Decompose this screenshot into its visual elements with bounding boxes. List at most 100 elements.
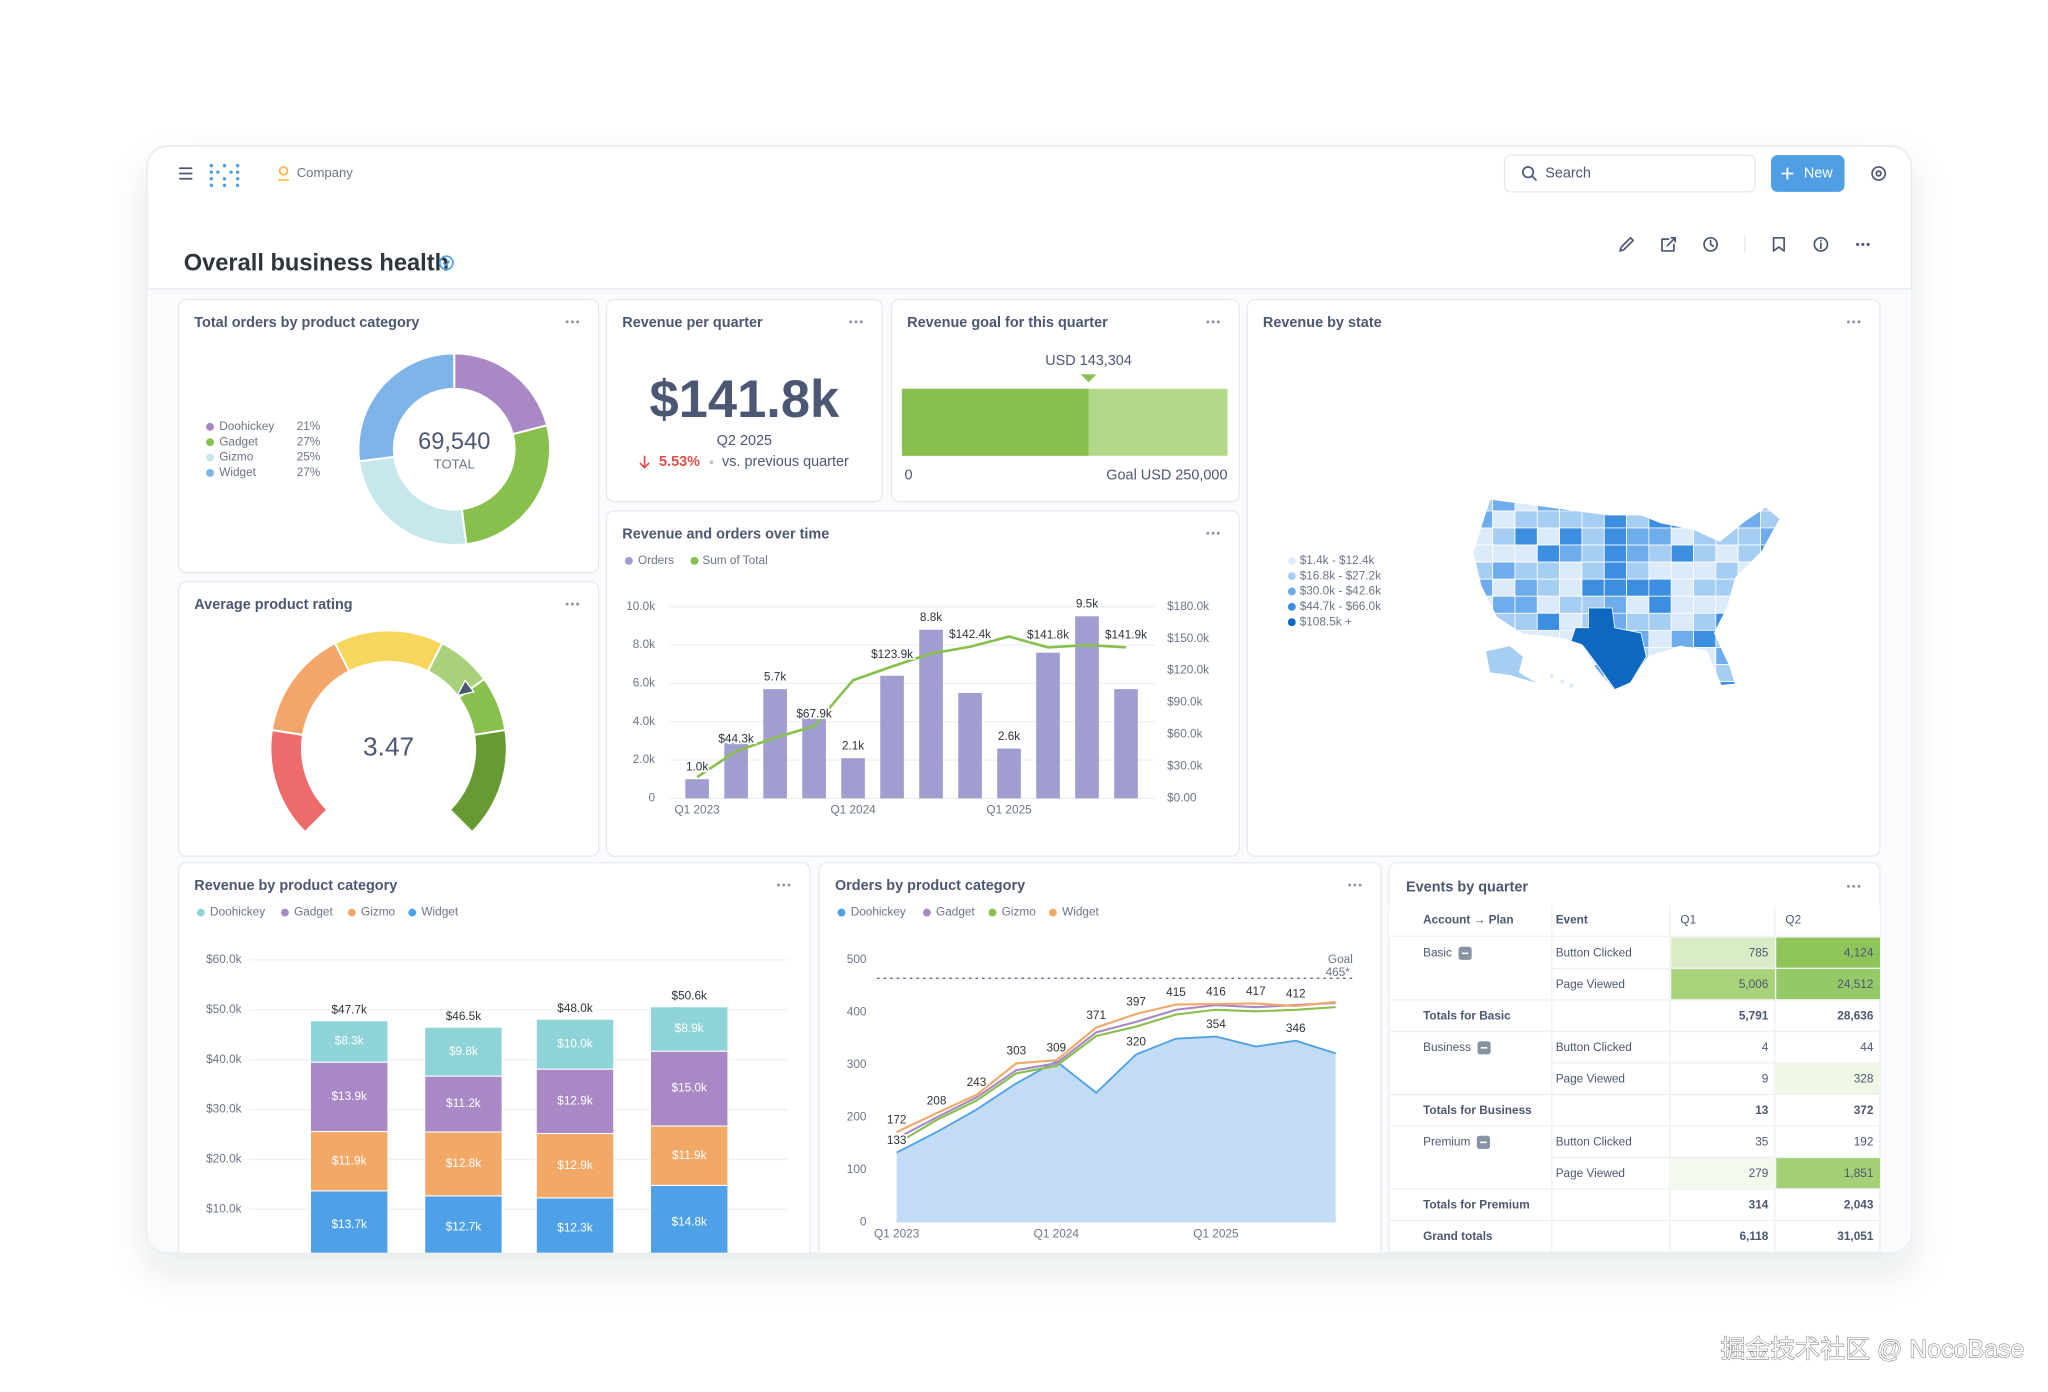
share-button[interactable]: [1661, 236, 1677, 252]
data-label: 2.1k: [842, 738, 864, 752]
state: [1536, 578, 1561, 597]
collapse-button[interactable]: [1477, 1041, 1491, 1055]
card-menu-button[interactable]: [1847, 884, 1861, 888]
state: [1559, 510, 1583, 529]
scalar-change: 5.53%: [659, 454, 700, 470]
card-menu-button[interactable]: [1847, 320, 1861, 324]
data-label: 208: [927, 1094, 947, 1108]
q2-value: 2,043: [1844, 1197, 1874, 1211]
logo[interactable]: [209, 163, 240, 188]
menu-button[interactable]: [179, 167, 193, 180]
q1-value: 9: [1762, 1071, 1769, 1085]
state: [1536, 527, 1561, 546]
q1-value: 314: [1749, 1197, 1769, 1211]
heat-cell: [1671, 969, 1775, 1000]
state: [1581, 544, 1605, 563]
data-label: 416: [1206, 984, 1226, 998]
q2-value: 192: [1854, 1134, 1874, 1148]
card-menu-button[interactable]: [565, 602, 580, 606]
legend-swatch: [1287, 572, 1296, 581]
menu-dot: [1353, 883, 1357, 887]
menu-dot: [576, 602, 580, 606]
new-button-label[interactable]: New: [1804, 165, 1833, 181]
state: [1514, 527, 1538, 546]
watermark: 掘金技术社区 @ NocoBase: [1721, 1336, 2025, 1364]
plan-label: Premium: [1423, 1134, 1470, 1148]
state: [1581, 527, 1605, 546]
menu-dot: [1206, 320, 1210, 324]
card-menu-button[interactable]: [1206, 320, 1220, 324]
bar: [958, 692, 982, 799]
column-header: Q2: [1785, 913, 1801, 927]
x-tick-label: Q1 2023: [874, 1226, 920, 1240]
data-label: 346: [1286, 1021, 1306, 1035]
x-tick-label: Q1 2025: [1193, 1226, 1239, 1240]
y2-tick-label: $0.00: [1167, 791, 1197, 805]
breadcrumb[interactable]: Company: [297, 165, 354, 180]
search-icon: [1522, 166, 1537, 181]
bar-segment: [309, 1020, 389, 1063]
legend-swatch: [988, 908, 997, 917]
more-button[interactable]: [1856, 242, 1870, 246]
progress-goal: Goal USD 250,000: [1106, 467, 1227, 483]
verified-icon: [438, 255, 454, 271]
segment-label: $12.9k: [557, 1158, 593, 1172]
q1-value: 35: [1755, 1134, 1769, 1148]
state: [1492, 527, 1516, 546]
bookmark-button[interactable]: [1772, 236, 1785, 252]
y-tick-label: 400: [847, 1005, 867, 1019]
new-button[interactable]: [1770, 155, 1845, 192]
data-label: 371: [1086, 1008, 1106, 1022]
settings-button[interactable]: [1871, 166, 1887, 181]
legend-label: Gizmo: [361, 905, 396, 919]
menu-dot: [859, 320, 863, 324]
gauge-value: 3.47: [363, 731, 414, 761]
search-box[interactable]: [1503, 154, 1756, 193]
card-menu-button[interactable]: [777, 883, 791, 887]
state: [1648, 527, 1672, 546]
scalar-value: $141.8k: [649, 370, 840, 429]
segment-label: $10.0k: [557, 1036, 593, 1050]
bar: [763, 689, 787, 799]
legend-label: Widget: [219, 465, 256, 479]
legend-swatch: [196, 908, 205, 917]
legend-swatch: [1287, 556, 1296, 565]
legend-label: Gizmo: [219, 450, 254, 464]
y-tick-label: $60.0k: [206, 952, 242, 966]
y-tick-label: 100: [847, 1162, 867, 1176]
y-tick-label: $30.0k: [206, 1102, 242, 1116]
separator-dot: [709, 460, 714, 465]
heat-cell: [1776, 937, 1880, 968]
state: [1514, 578, 1538, 597]
total-label: Totals for Premium: [1423, 1197, 1530, 1211]
collapse-button[interactable]: [1476, 1135, 1490, 1149]
state: [1670, 544, 1694, 563]
state: [1648, 612, 1672, 631]
legend-swatch: [206, 438, 214, 447]
card-title: Revenue by product category: [194, 878, 397, 894]
info-button[interactable]: [1813, 236, 1829, 252]
state: [1492, 510, 1516, 529]
edit-button[interactable]: [1619, 236, 1635, 252]
data-label: $123.9k: [871, 647, 913, 661]
state: [1670, 578, 1694, 597]
legend-swatch: [690, 556, 699, 565]
history-button[interactable]: [1703, 236, 1719, 252]
segment-label: $12.9k: [557, 1093, 593, 1107]
bar: [1075, 616, 1099, 799]
collapse-button[interactable]: [1458, 946, 1472, 960]
y2-tick-label: $30.0k: [1167, 759, 1203, 773]
card-menu-button[interactable]: [565, 320, 580, 324]
menu-dot: [1216, 531, 1220, 535]
card-menu-button[interactable]: [1348, 883, 1362, 887]
card-menu-button[interactable]: [1206, 531, 1220, 535]
gauge-pointer: [455, 679, 476, 697]
card-menu-button[interactable]: [849, 320, 863, 324]
segment-label: $12.3k: [557, 1221, 593, 1235]
menu-dot: [782, 883, 786, 887]
q2-value: 372: [1854, 1103, 1874, 1117]
state: [1693, 612, 1717, 631]
search-placeholder[interactable]: Search: [1545, 165, 1591, 181]
us-border: [1472, 498, 1781, 692]
legend-value: 27%: [297, 434, 321, 448]
